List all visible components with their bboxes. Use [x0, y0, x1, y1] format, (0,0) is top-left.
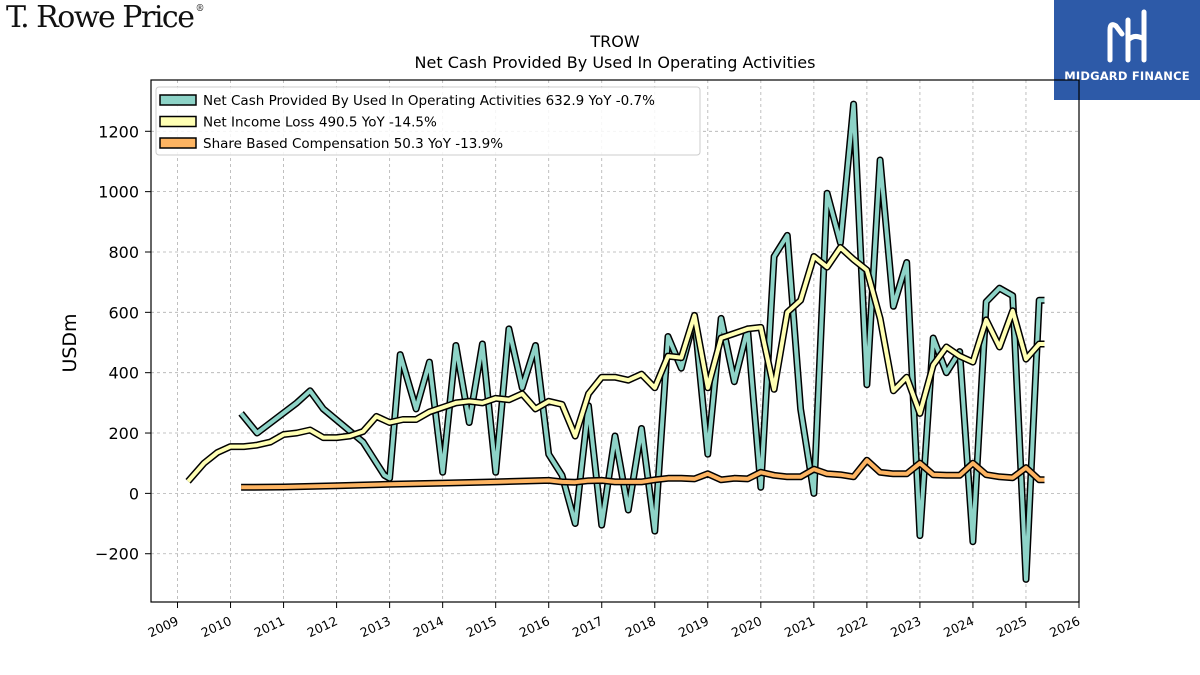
- watermark-logo: MIDGARD FINANCE: [1054, 0, 1200, 100]
- x-tick-label: 2015: [464, 613, 499, 640]
- y-tick-label: 400: [108, 364, 139, 383]
- plot-frame: [150, 79, 1080, 603]
- legend-entry-net_income: Net Income Loss 490.5 YoY -14.5%: [203, 115, 437, 131]
- x-tick-label: 2014: [411, 613, 446, 640]
- x-tick-label: 2010: [199, 613, 234, 640]
- x-tick-label: 2012: [305, 613, 340, 640]
- watermark-emblem-icon: [1107, 9, 1147, 63]
- series-net_income: [185, 244, 1045, 484]
- series-outline-net_cash: [238, 100, 1045, 583]
- series-net_cash: [238, 100, 1045, 583]
- legend-entry-net_cash: Net Cash Provided By Used In Operating A…: [203, 93, 655, 109]
- watermark-text: MIDGARD FINANCE: [1064, 69, 1190, 83]
- y-tick-label: 1200: [98, 122, 139, 141]
- x-tick-label: 2022: [835, 613, 870, 640]
- x-tick-label: 2017: [570, 613, 605, 640]
- legend-swatch-net_cash: [159, 94, 197, 106]
- series-lines: [185, 100, 1045, 583]
- x-tick-label: 2025: [994, 613, 1029, 640]
- y-tick-label: −200: [95, 545, 139, 564]
- x-tick-label: 2018: [623, 613, 658, 640]
- x-tick-label: 2011: [252, 613, 287, 640]
- x-tick-label: 2024: [941, 613, 976, 640]
- legend: Net Cash Provided By Used In Operating A…: [155, 86, 701, 156]
- brand-logo: T. Rowe Price ®: [6, 0, 205, 35]
- legend-entry-share_comp: Share Based Compensation 50.3 YoY -13.9%: [203, 136, 503, 152]
- x-tick-label: 2019: [676, 613, 711, 640]
- series-line-net_cash: [239, 102, 1045, 582]
- y-axis-label: USDm: [59, 313, 81, 372]
- x-tick-label: 2013: [358, 613, 393, 640]
- legend-swatch-net_income: [159, 115, 197, 128]
- y-tick-label: 200: [108, 424, 139, 443]
- y-tick-label: 1000: [98, 183, 139, 202]
- y-tick-label: 0: [129, 484, 139, 503]
- series-line-share_comp: [241, 458, 1045, 490]
- chart-title: TROW: [589, 32, 639, 51]
- x-tick-label: 2009: [146, 613, 181, 640]
- chart-subtitle: Net Cash Provided By Used In Operating A…: [415, 53, 816, 72]
- x-tick-label: 2020: [729, 613, 764, 640]
- y-tick-label: 600: [108, 303, 139, 322]
- x-tick-label: 2023: [888, 613, 923, 640]
- y-axis-ticks: −200 0 200 400 600 800 1000 1200: [95, 122, 151, 564]
- legend-box: [155, 86, 701, 156]
- series-share_comp: [241, 456, 1045, 491]
- y-tick-label: 800: [108, 243, 139, 262]
- x-tick-label: 2021: [782, 613, 817, 640]
- x-tick-label: 2026: [1047, 613, 1082, 640]
- legend-swatch-share_comp: [159, 137, 197, 149]
- x-axis-ticks: 2009 2010 2011 2012 2013 2014 2015 2016 2017 2018…: [146, 602, 1082, 640]
- x-tick-label: 2016: [517, 613, 552, 640]
- grid-lines: [151, 80, 1080, 602]
- series-line-net_income: [186, 245, 1045, 483]
